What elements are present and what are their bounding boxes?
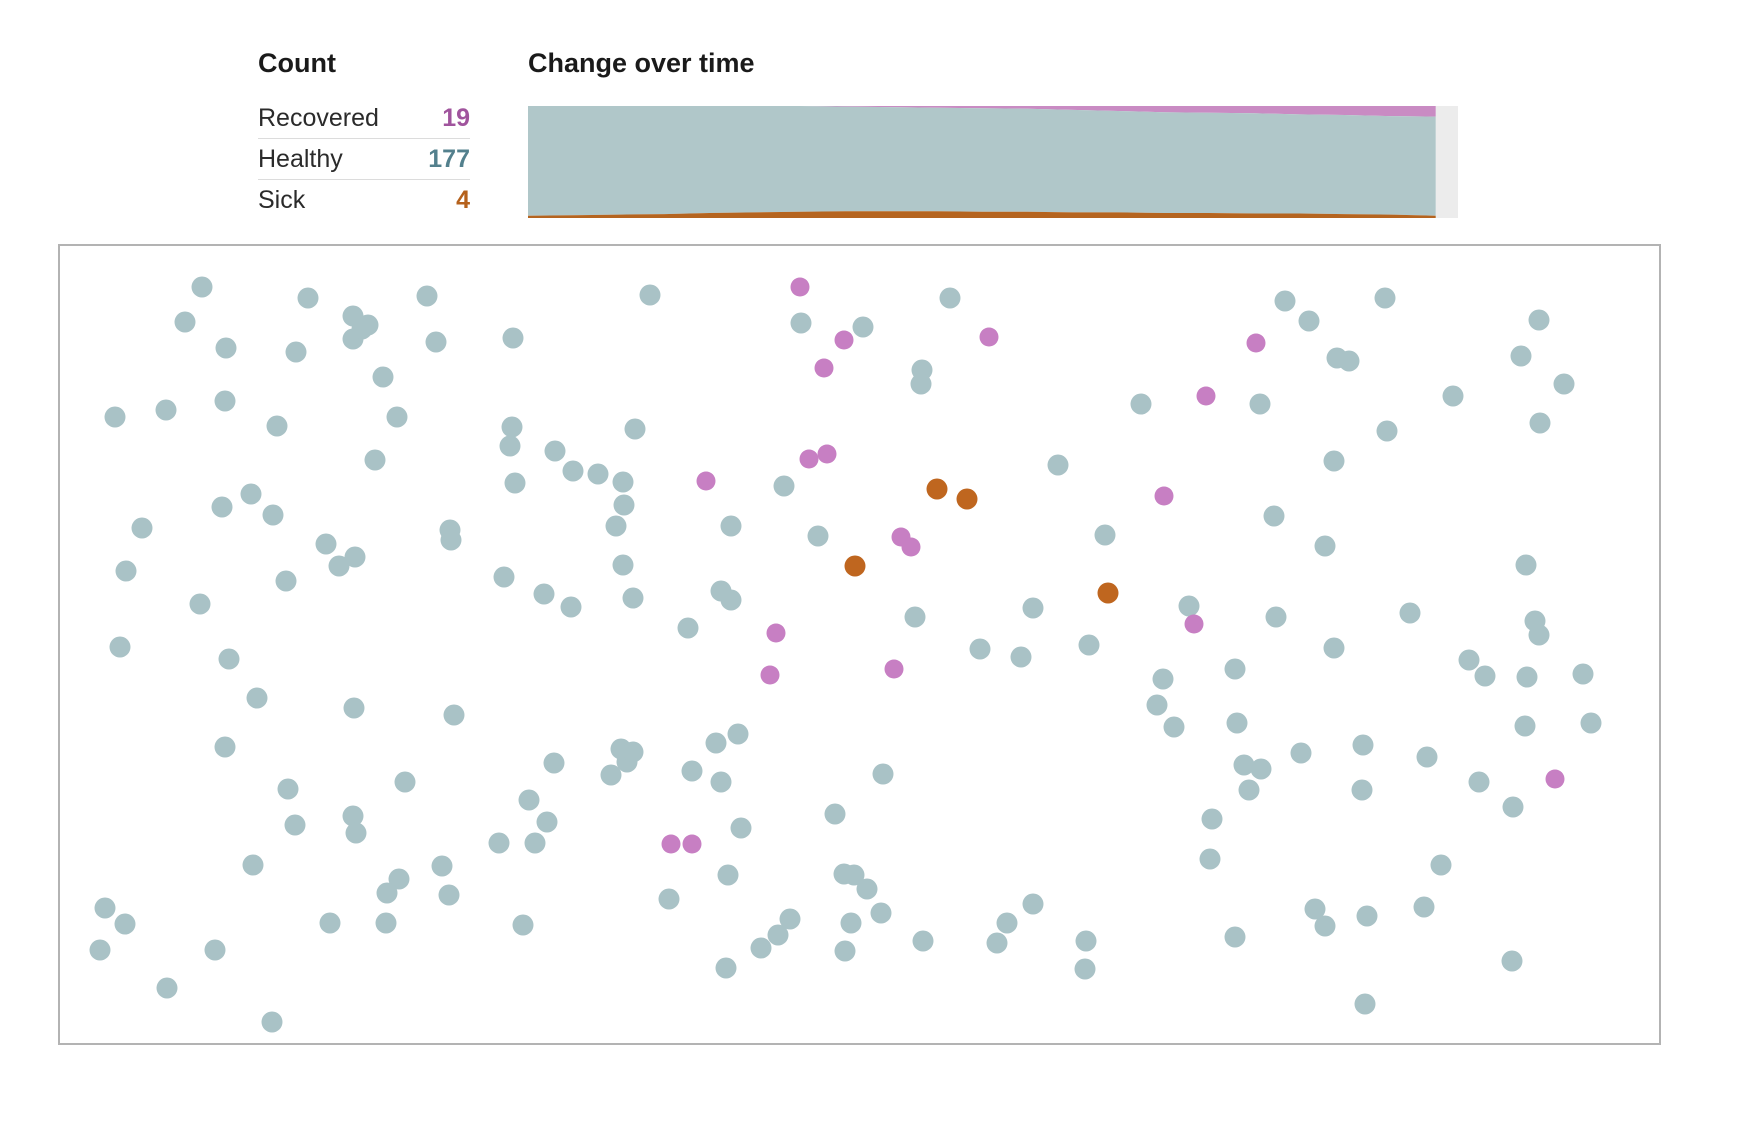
area-recovered <box>528 106 1436 117</box>
count-legend-rows: Recovered 19 Healthy 177 Sick 4 <box>258 98 470 220</box>
count-legend: Count <box>258 48 470 79</box>
legend-value-recovered: 19 <box>442 103 470 132</box>
legend-label-healthy: Healthy <box>258 144 343 173</box>
change-over-time-chart <box>528 106 1458 218</box>
legend-label-recovered: Recovered <box>258 103 379 132</box>
legend-row-healthy: Healthy 177 <box>258 139 470 180</box>
chart-title: Change over time <box>528 48 755 78</box>
area-healthy <box>528 106 1436 216</box>
legend-row-sick: Sick 4 <box>258 180 470 220</box>
count-title: Count <box>258 48 336 78</box>
area-sick <box>528 211 1436 218</box>
simulation-arena <box>58 244 1661 1045</box>
legend-row-recovered: Recovered 19 <box>258 98 470 139</box>
legend-value-sick: 4 <box>456 185 470 214</box>
legend-value-healthy: 177 <box>428 144 470 173</box>
chart-future-area <box>1435 106 1458 218</box>
stacked-area-chart <box>528 106 1458 218</box>
legend-label-sick: Sick <box>258 185 306 214</box>
